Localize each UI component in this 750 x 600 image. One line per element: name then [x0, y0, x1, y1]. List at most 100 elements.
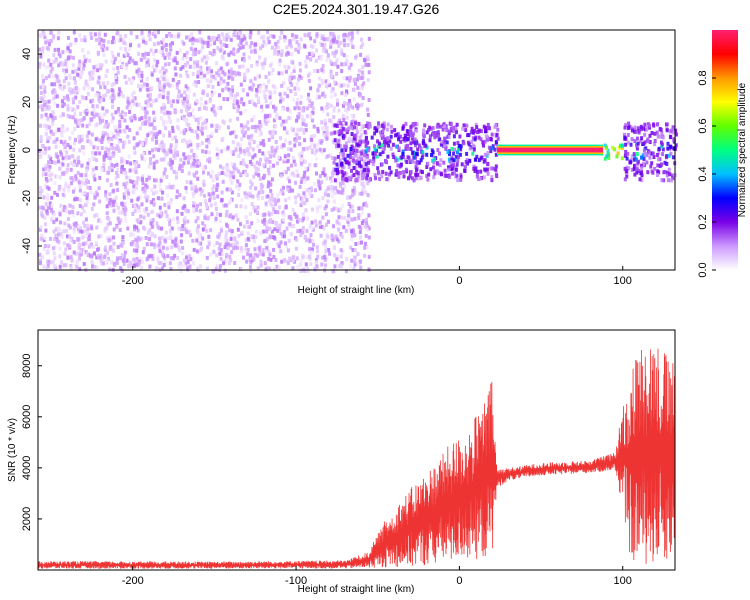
- spectrogram-cell: [176, 256, 180, 260]
- spectrogram-cell: [664, 155, 668, 160]
- spectrogram-cell: [226, 125, 230, 130]
- spectrogram-cell: [225, 238, 229, 243]
- spectrogram-cell: [168, 261, 172, 266]
- spectrogram-cell: [60, 99, 64, 104]
- spectrogram-cell: [346, 43, 350, 47]
- spectrogram-cell: [182, 196, 186, 201]
- spectrogram-cell: [196, 60, 200, 65]
- spectrogram-cell: [291, 155, 295, 160]
- spectrogram-region: [622, 121, 678, 183]
- spectrogram-cell: [286, 86, 290, 91]
- spectrogram-cell: [132, 96, 136, 101]
- spectrogram-cell: [456, 178, 460, 183]
- spectrogram-cell: [191, 194, 195, 199]
- spectrogram-cell: [124, 201, 128, 206]
- spectrogram-cell: [72, 228, 76, 233]
- spectrogram-cell: [308, 103, 312, 108]
- spectrogram-cell: [121, 205, 125, 210]
- spectrogram-cell: [96, 146, 100, 151]
- spectrogram-cell: [643, 140, 647, 145]
- colorbar-tick-label: 0.8: [697, 70, 709, 85]
- spectrogram-cell: [333, 138, 337, 143]
- spectrogram-cell: [166, 91, 170, 95]
- spectrogram-cell: [382, 140, 386, 144]
- spectrogram-cell: [88, 58, 92, 63]
- spectrogram-cell: [166, 254, 170, 258]
- spectrogram-cell: [475, 169, 479, 174]
- spectrogram-cell: [321, 108, 325, 113]
- spectrogram-cell: [325, 84, 329, 89]
- spectrogram-cell: [47, 186, 51, 191]
- spectrogram-cell: [104, 93, 108, 98]
- spectrogram-cell: [124, 219, 128, 224]
- spectrogram-cell: [656, 173, 659, 177]
- spectrogram-cell: [147, 116, 151, 121]
- spectrogram-cell: [194, 185, 198, 190]
- spectrogram-cell: [119, 218, 123, 223]
- spectrogram-cell: [321, 171, 325, 175]
- spectrogram-cell: [236, 142, 240, 147]
- spectrogram-cell: [291, 255, 295, 260]
- spectrogram-cell: [106, 136, 110, 141]
- spectrogram-cell: [263, 93, 267, 98]
- spectrogram-cell: [672, 146, 676, 151]
- spectrogram-cell: [343, 43, 347, 48]
- spectrogram-cell: [114, 202, 118, 207]
- spectrogram-cell: [246, 126, 250, 131]
- spectrogram-cell: [273, 227, 277, 232]
- spectrogram-cell: [122, 113, 126, 118]
- spectrogram-cell: [145, 242, 149, 247]
- spectrogram-cell: [147, 164, 151, 169]
- spectrogram-cell: [130, 115, 134, 120]
- spectrogram-cell: [176, 99, 180, 104]
- spectrogram-cell: [240, 137, 244, 142]
- spectrogram-cell: [129, 43, 132, 48]
- spectrogram-cell: [302, 130, 306, 135]
- spectrogram-cell: [192, 153, 196, 158]
- spectrogram-cell: [150, 72, 154, 77]
- spectrogram-cell: [66, 94, 69, 99]
- spectrogram-cell: [338, 158, 342, 163]
- spectrogram-cell: [128, 110, 132, 114]
- spectrogram-cell: [96, 52, 100, 57]
- spectrogram-cell: [38, 188, 42, 193]
- spectrogram-cell: [144, 236, 148, 240]
- spectrogram-cell: [258, 162, 262, 167]
- spectrogram-cell: [357, 206, 361, 211]
- spectrogram-cell: [165, 52, 169, 57]
- spectrogram-cell: [222, 50, 226, 55]
- spectrogram-cell: [55, 217, 59, 222]
- spectrogram-cell: [74, 120, 78, 124]
- spectrogram-cell: [464, 160, 468, 164]
- spectrogram-cell: [248, 145, 252, 150]
- spectrogram-cell: [144, 209, 148, 214]
- spectrogram-cell: [64, 154, 68, 159]
- spectrogram-cell: [260, 108, 264, 113]
- spectrogram-cell: [244, 124, 248, 129]
- spectrogram-cell: [188, 64, 192, 69]
- spectrogram-cell: [136, 244, 140, 249]
- spectrogram-cell: [101, 44, 105, 49]
- spectrogram-cell: [648, 150, 652, 155]
- spectrogram-cell: [330, 185, 334, 189]
- spectrogram-cell: [337, 227, 341, 232]
- spectrogram-cell: [322, 125, 326, 130]
- spectrogram-cell: [252, 82, 256, 87]
- spectrogram-cell: [358, 178, 362, 182]
- spectrogram-cell: [182, 96, 186, 101]
- spectrogram-cell: [378, 176, 382, 181]
- spectrogram-cell: [353, 259, 357, 264]
- spectrogram-cell: [77, 118, 81, 123]
- spectrogram-cell: [264, 88, 268, 92]
- spectrogram-cell: [322, 130, 326, 135]
- spectrogram-cell: [213, 41, 217, 46]
- spectrogram-cell: [239, 100, 243, 104]
- spectrogram-cell: [162, 44, 166, 49]
- spectrogram-cell: [324, 263, 327, 268]
- spectrogram-cell: [93, 213, 97, 218]
- spectrogram-cell: [306, 267, 310, 271]
- spectrogram-cell: [326, 154, 330, 159]
- spectrogram-cell: [184, 128, 188, 133]
- spectrogram-cell: [41, 81, 45, 86]
- spectrogram-cell: [171, 129, 175, 134]
